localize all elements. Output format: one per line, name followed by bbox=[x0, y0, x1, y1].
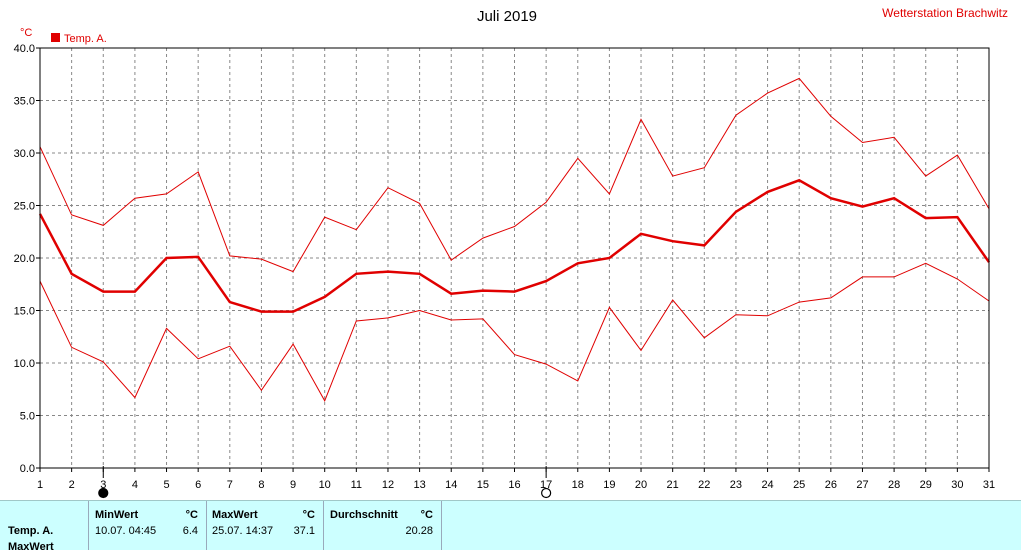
stats-row-label-temp: Temp. A. bbox=[8, 525, 54, 537]
avg-value: 20.28 bbox=[405, 525, 433, 537]
x-tick-label: 11 bbox=[351, 479, 362, 491]
grid bbox=[40, 48, 989, 468]
x-tick-label: 14 bbox=[445, 479, 457, 491]
x-tick-label: 22 bbox=[698, 479, 710, 491]
legend-label: Temp. A. bbox=[64, 33, 107, 45]
stats-min-cell: MinWert °C 10.07. 04:45 6.4 bbox=[88, 501, 207, 550]
stats-panel: Temp. A. MaxWert MinWert °C 10.07. 04:45… bbox=[0, 500, 1021, 553]
x-tick-label: 8 bbox=[258, 479, 264, 491]
max-header: MaxWert bbox=[212, 509, 258, 521]
x-tick-label: 10 bbox=[319, 479, 331, 491]
new-moon-icon bbox=[98, 487, 109, 499]
y-tick-label: 30.0 bbox=[14, 148, 35, 160]
y-tick-label: 5.0 bbox=[20, 411, 35, 423]
min-value: 6.4 bbox=[182, 525, 198, 537]
y-tick-label: 40.0 bbox=[14, 43, 35, 55]
y-tick-label: 15.0 bbox=[14, 306, 35, 318]
avg-unit: °C bbox=[420, 509, 433, 521]
x-tick-label: 25 bbox=[793, 479, 805, 491]
x-tick-label: 15 bbox=[477, 479, 489, 491]
x-tick-label: 23 bbox=[730, 479, 742, 491]
x-tick-label: 5 bbox=[163, 479, 169, 491]
x-tick-label: 21 bbox=[667, 479, 679, 491]
series-line-min bbox=[39, 262, 990, 402]
stats-avg-cell: Durchschnitt °C 20.28 bbox=[324, 501, 442, 550]
x-tick-label: 20 bbox=[635, 479, 647, 491]
x-tick-label: 28 bbox=[888, 479, 900, 491]
series-lines bbox=[38, 77, 991, 402]
stats-row-label-max: MaxWert bbox=[8, 541, 54, 553]
x-tick-label: 27 bbox=[856, 479, 868, 491]
series-line-max bbox=[39, 77, 990, 273]
min-header: MinWert bbox=[95, 509, 139, 521]
y-tick-label: 35.0 bbox=[14, 96, 35, 108]
y-ticks: 0.0 5.0 10.0 15.0 20.0 25.0 30.0 35.0 40.0 bbox=[14, 43, 40, 475]
x-tick-label: 26 bbox=[825, 479, 837, 491]
x-tick-label: 12 bbox=[382, 479, 394, 491]
x-tick-label: 24 bbox=[761, 479, 773, 491]
y-tick-label: 25.0 bbox=[14, 201, 35, 213]
max-value: 37.1 bbox=[293, 525, 315, 537]
y-tick-label: 0.0 bbox=[20, 463, 35, 475]
chart-title: Juli 2019 bbox=[477, 8, 537, 25]
max-time: 25.07. 14:37 bbox=[212, 525, 274, 537]
x-tick-label: 6 bbox=[195, 479, 201, 491]
moon-markers bbox=[98, 466, 552, 499]
legend-swatch bbox=[51, 33, 60, 42]
x-tick-label: 31 bbox=[983, 479, 995, 491]
x-tick-label: 30 bbox=[951, 479, 963, 491]
x-tick-label: 13 bbox=[413, 479, 425, 491]
x-tick-label: 9 bbox=[290, 479, 296, 491]
x-ticks: 1 2 3 4 5 6 7 8 9 10 11 12 13 14 15 16 17 18 19 20 21 22 23 24 2… bbox=[37, 468, 995, 491]
x-tick-label: 2 bbox=[69, 479, 75, 491]
min-time: 10.07. 04:45 bbox=[95, 525, 157, 537]
x-tick-label: 1 bbox=[37, 479, 43, 491]
x-tick-label: 7 bbox=[227, 479, 233, 491]
min-unit: °C bbox=[185, 509, 198, 521]
x-tick-label: 19 bbox=[603, 479, 615, 491]
avg-header: Durchschnitt bbox=[330, 509, 398, 521]
temperature-chart: Juli 2019 Wetterstation Brachwitz °C Tem… bbox=[14, 6, 1008, 499]
x-tick-label: 16 bbox=[508, 479, 520, 491]
max-unit: °C bbox=[302, 509, 315, 521]
y-axis-unit: °C bbox=[20, 27, 32, 39]
stats-max-cell: MaxWert °C 25.07. 14:37 37.1 bbox=[206, 501, 324, 550]
x-tick-label: 4 bbox=[132, 479, 138, 491]
full-moon-icon bbox=[541, 487, 552, 499]
y-tick-label: 20.0 bbox=[14, 253, 35, 265]
x-tick-label: 17 bbox=[540, 479, 552, 491]
plot-frame bbox=[39, 47, 990, 469]
y-tick-label: 10.0 bbox=[14, 358, 35, 370]
x-tick-label: 29 bbox=[920, 479, 932, 491]
x-tick-label: 18 bbox=[572, 479, 584, 491]
x-tick-label: 3 bbox=[100, 479, 106, 491]
station-name: Wetterstation Brachwitz bbox=[882, 6, 1008, 20]
series-line-avg bbox=[38, 178, 991, 313]
